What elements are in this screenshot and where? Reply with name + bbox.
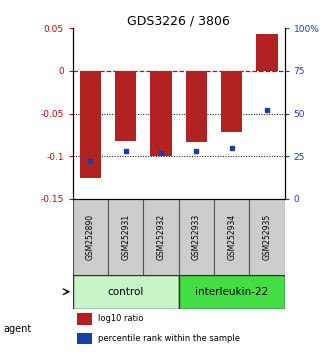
Text: log10 ratio: log10 ratio — [98, 314, 144, 323]
Bar — [115, 71, 136, 141]
Bar — [186, 71, 207, 142]
Bar — [179, 199, 214, 275]
Text: GSM252933: GSM252933 — [192, 213, 201, 260]
Text: GSM252932: GSM252932 — [157, 214, 166, 260]
Bar — [151, 71, 172, 156]
Bar — [249, 199, 285, 275]
Text: GSM252934: GSM252934 — [227, 213, 236, 260]
Text: GSM252931: GSM252931 — [121, 214, 130, 260]
Bar — [73, 199, 108, 275]
Text: percentile rank within the sample: percentile rank within the sample — [98, 334, 240, 343]
Text: GSM252890: GSM252890 — [86, 214, 95, 260]
Bar — [77, 313, 92, 325]
Bar — [179, 275, 285, 309]
Text: agent: agent — [3, 324, 31, 333]
Title: GDS3226 / 3806: GDS3226 / 3806 — [127, 14, 230, 27]
Bar — [257, 34, 278, 71]
Text: GSM252935: GSM252935 — [262, 213, 271, 260]
Bar — [108, 199, 143, 275]
Bar — [80, 71, 101, 178]
Text: interleukin-22: interleukin-22 — [195, 287, 268, 297]
Bar — [214, 199, 249, 275]
Text: control: control — [108, 287, 144, 297]
Bar — [73, 275, 179, 309]
Bar — [77, 332, 92, 344]
Bar — [221, 71, 242, 132]
Bar — [143, 199, 179, 275]
